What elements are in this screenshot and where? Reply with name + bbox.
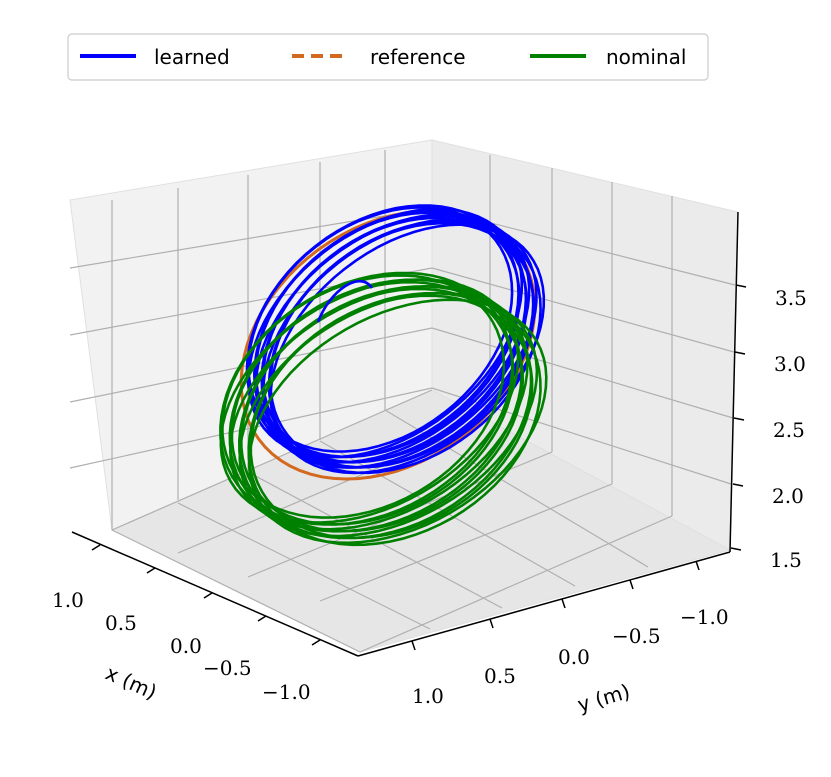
z-axis-line [729, 211, 739, 553]
y-axis-label: y (m) [575, 679, 633, 717]
trace-group [219, 204, 548, 547]
trace-nominal [247, 298, 548, 545]
x-tick-label: 0.5 [105, 611, 137, 635]
x-tick-label: 1.0 [52, 588, 84, 612]
trace-nominal [247, 291, 542, 547]
y-axis-line [357, 551, 731, 657]
legend-box [67, 33, 709, 81]
y-tick-label: 0.0 [558, 645, 590, 669]
x-ticks [91, 544, 321, 646]
z-tick-label: 3.0 [774, 352, 806, 376]
trace-learned-start [316, 280, 374, 323]
z-ticks [730, 284, 747, 551]
trace-nominal [228, 278, 523, 533]
y-tick-label: 1.0 [412, 684, 444, 708]
x-tick-label: −0.5 [203, 656, 252, 680]
y-ticks [411, 560, 700, 651]
trace-nominal [219, 271, 514, 526]
trace-nominal [237, 285, 533, 540]
axis-lines [71, 211, 739, 657]
y-tick-label: −1.0 [680, 605, 729, 629]
x-tick-label: −1.0 [262, 680, 311, 704]
y-tick-label: −0.5 [612, 624, 661, 648]
y-tick-label: 0.5 [484, 664, 516, 688]
x-tick-labels: 1.0 0.5 0.0 −0.5 −1.0 [52, 588, 311, 704]
legend-label-nominal: nominal [606, 45, 686, 69]
z-tick-label: 3.5 [775, 286, 807, 310]
z-tick-labels: 1.5 2.0 2.5 3.0 3.5 [770, 286, 807, 572]
legend-label-reference: reference [370, 45, 466, 69]
grid-right [431, 155, 736, 516]
x-axis-line [71, 531, 359, 657]
legend-label-learned: learned [154, 45, 230, 69]
z-tick-label: 1.5 [770, 548, 802, 572]
y-tick-labels: 1.0 0.5 0.0 −0.5 −1.0 [412, 605, 729, 708]
legend: learned reference nominal [67, 33, 709, 81]
z-tick-label: 2.0 [772, 484, 804, 508]
x-axis-label: x (m) [102, 661, 160, 705]
z-tick-label: 2.5 [773, 418, 805, 442]
x-tick-label: 0.0 [170, 634, 202, 658]
trace-nominal [249, 294, 534, 540]
